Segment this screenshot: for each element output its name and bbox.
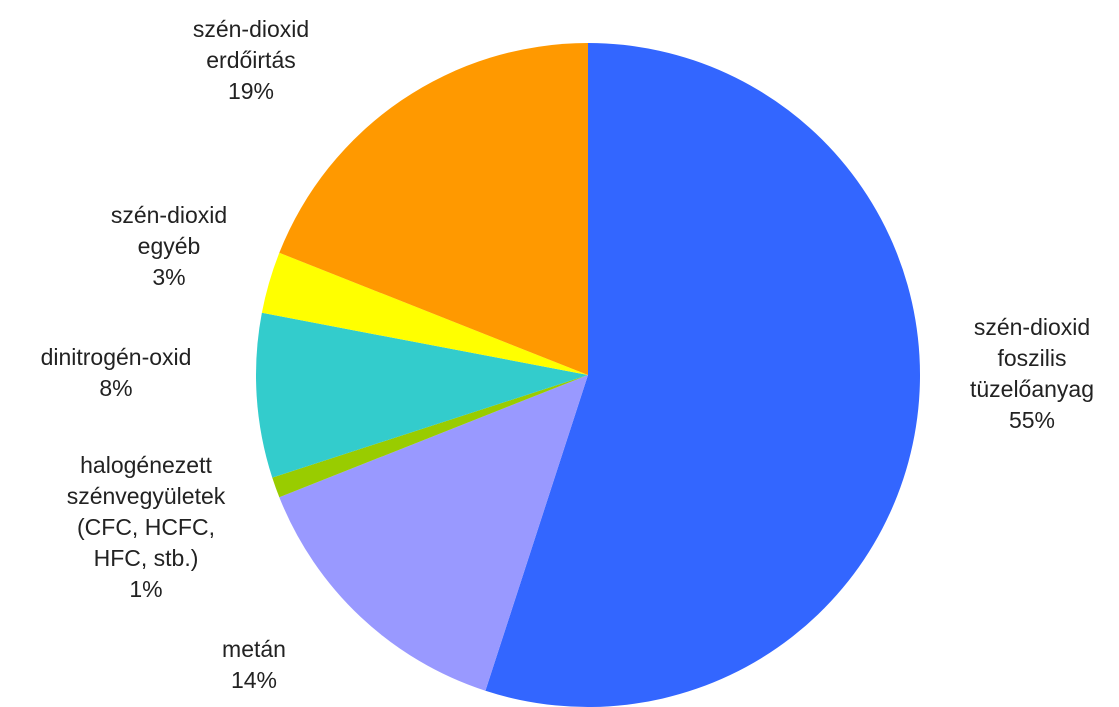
- label-metan-line-1: metán: [222, 636, 286, 662]
- label-foszilis-line-2: foszilis: [997, 345, 1067, 371]
- label-halogenezett-line-4: HFC, stb.): [93, 545, 199, 571]
- label-dinitrogen-line-1: dinitrogén-oxid: [40, 344, 192, 370]
- label-halogenezett: halogénezett szénvegyületek (CFC, HCFC, …: [67, 450, 226, 605]
- label-foszilis-line-3: tüzelőanyag: [969, 376, 1095, 402]
- label-dinitrogen-pct: 8%: [99, 375, 133, 401]
- pie-slice-metan: [279, 375, 588, 691]
- label-metan-pct: 14%: [230, 667, 278, 693]
- label-halogenezett-line-1: halogénezett: [80, 452, 212, 478]
- label-erdoirtas-line-2: erdőirtás: [206, 47, 296, 73]
- label-egyeb-line-2: egyéb: [137, 233, 201, 259]
- label-erdoirtas-line-1: szén-dioxid: [192, 16, 310, 42]
- label-foszilis-pct: 55%: [1008, 407, 1056, 433]
- label-halogenezett-line-2: szénvegyületek: [66, 483, 226, 509]
- label-metan: metán 14%: [222, 634, 286, 696]
- pie-slice-erdoirtas: [279, 42, 588, 375]
- label-egyeb: szén-dioxid egyéb 3%: [111, 200, 227, 293]
- label-erdoirtas-pct: 19%: [227, 78, 275, 104]
- pie-slice-egyeb: [261, 252, 588, 375]
- label-foszilis-line-1: szén-dioxid: [973, 314, 1091, 340]
- label-dinitrogen: dinitrogén-oxid 8%: [41, 342, 192, 404]
- pie-slice-halogenezett: [272, 375, 588, 498]
- label-foszilis: szén-dioxid foszilis tüzelőanyag 55%: [970, 312, 1094, 436]
- label-egyeb-line-1: szén-dioxid: [110, 202, 228, 228]
- label-halogenezett-line-3: (CFC, HCFC,: [77, 514, 215, 540]
- pie-slice-dinitrogen: [256, 312, 588, 478]
- label-egyeb-pct: 3%: [152, 264, 186, 290]
- label-halogenezett-pct: 1%: [129, 576, 163, 602]
- pie-slice-foszilis: [485, 43, 921, 707]
- label-erdoirtas: szén-dioxid erdőirtás 19%: [193, 14, 309, 107]
